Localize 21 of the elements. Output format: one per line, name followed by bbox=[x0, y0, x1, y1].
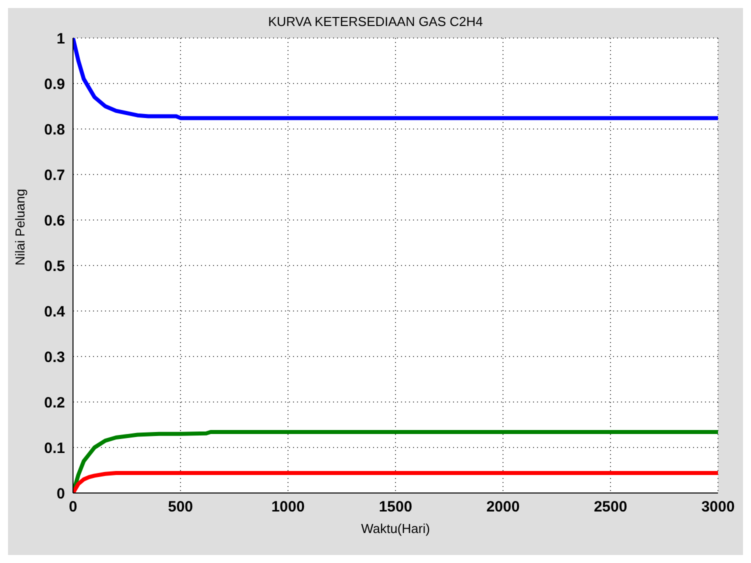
y-tick-label: 0.2 bbox=[44, 394, 65, 412]
y-tick-label: 0.9 bbox=[44, 76, 65, 93]
y-tick-label: 0.3 bbox=[44, 348, 65, 366]
y-tick-label: 0.4 bbox=[44, 303, 66, 320]
y-tick-label: 0 bbox=[56, 485, 65, 502]
chart-title: KURVA KETERSEDIAAN GAS C2H4 bbox=[267, 14, 484, 29]
x-tick-label: 2500 bbox=[594, 498, 628, 516]
y-tick-label: 1 bbox=[56, 30, 65, 48]
y-tick-label: 0.1 bbox=[44, 440, 65, 457]
x-tick-label: 500 bbox=[168, 498, 194, 516]
x-axis-title: Waktu(Hari) bbox=[361, 521, 430, 536]
x-tick-label: 2000 bbox=[486, 498, 520, 516]
x-tick-label: 3000 bbox=[701, 498, 735, 516]
x-tick-label: 0 bbox=[68, 498, 78, 516]
x-tick-label: 1000 bbox=[271, 498, 305, 516]
y-axis-title: Nilai Peluang bbox=[12, 188, 28, 266]
y-tick-label: 0.6 bbox=[44, 212, 65, 230]
y-tick-label: 0.7 bbox=[44, 166, 65, 184]
y-tick-label: 0.5 bbox=[44, 258, 65, 275]
x-tick-label: 1500 bbox=[378, 498, 412, 516]
y-tick-label: 0.8 bbox=[44, 121, 65, 138]
